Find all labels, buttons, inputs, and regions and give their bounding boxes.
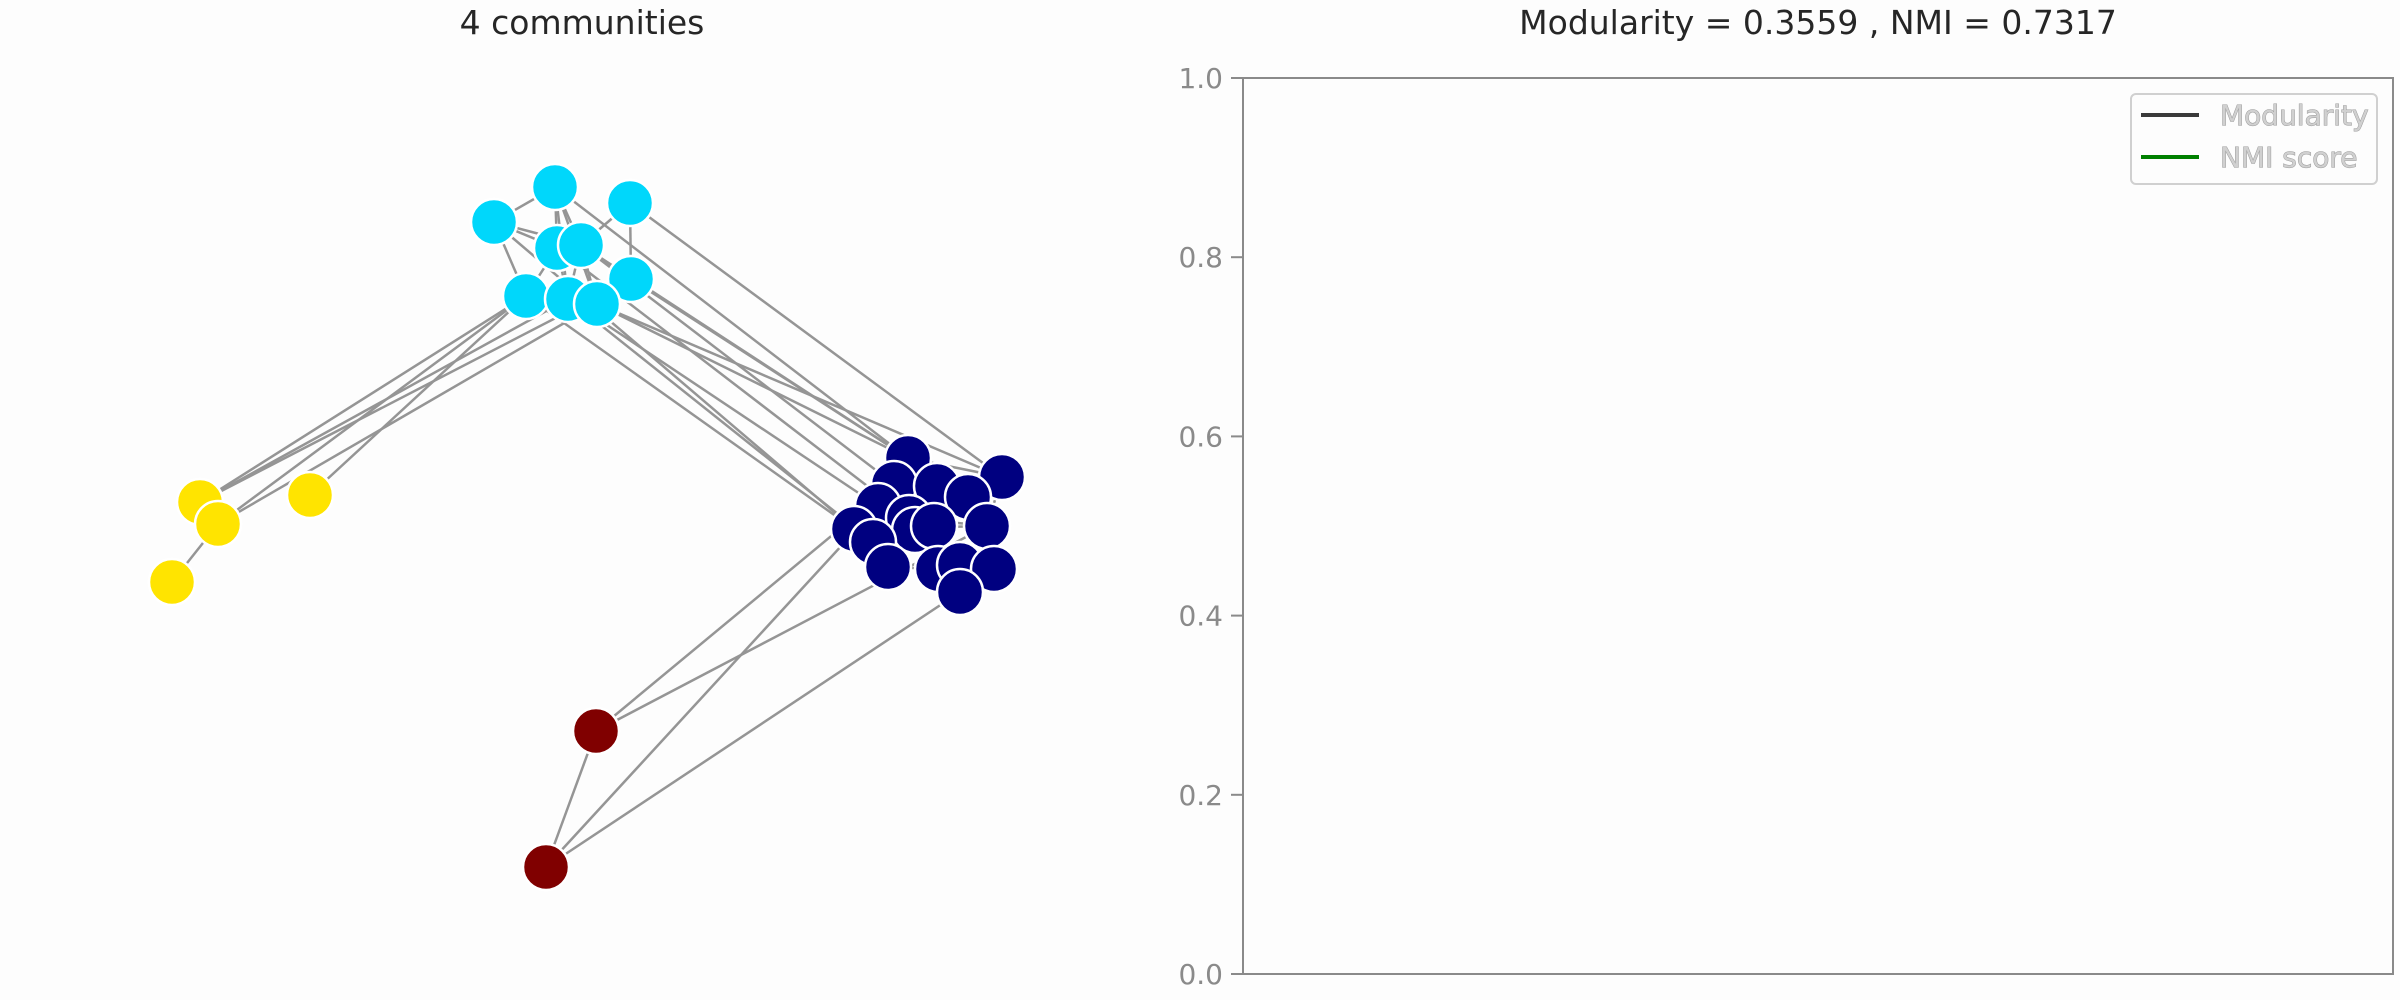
network-node — [521, 842, 571, 892]
network-panel: 4 communities — [147, 3, 1027, 892]
network-edge — [554, 186, 909, 459]
network-node — [863, 542, 913, 592]
line-chart-title: Modularity = 0.3559 , NMI = 0.7317 — [1519, 3, 2117, 42]
network-node — [556, 220, 606, 270]
network-nodes — [147, 162, 1027, 892]
network-node — [605, 178, 655, 228]
network-edge — [567, 297, 879, 508]
network-node — [530, 162, 580, 212]
network-node — [969, 544, 1019, 594]
y-tick-label: 1.0 — [1178, 62, 1223, 95]
network-node — [606, 254, 656, 304]
y-tick-label: 0.0 — [1178, 958, 1223, 991]
network-node — [571, 706, 621, 756]
network-edge — [596, 302, 909, 460]
network-node — [935, 567, 985, 617]
network-edge — [309, 295, 527, 496]
network-node — [147, 557, 197, 607]
y-tick-label: 0.8 — [1178, 241, 1223, 274]
network-edge — [217, 294, 527, 526]
y-tick-label: 0.6 — [1178, 420, 1223, 453]
legend-nmi-label: NMI score — [2220, 141, 2358, 174]
network-node — [572, 279, 622, 329]
legend: Modularity NMI score — [2130, 93, 2378, 185]
y-tick-label: 0.4 — [1178, 600, 1223, 633]
network-edge — [199, 294, 527, 504]
network-node — [962, 501, 1012, 551]
network-edge — [199, 297, 569, 504]
network-node — [285, 470, 335, 520]
y-tick-label: 0.2 — [1178, 779, 1223, 812]
y-axis-ticks: 0.0 0.2 0.4 0.6 0.8 1.0 — [1178, 62, 1243, 991]
network-title: 4 communities — [460, 3, 705, 42]
network-edge — [525, 294, 855, 531]
network-node — [193, 499, 243, 549]
plot-area-frame — [1242, 77, 2394, 975]
network-edge — [217, 302, 598, 526]
network-node — [909, 501, 959, 551]
network-edge — [629, 201, 1003, 479]
network-edge — [545, 590, 961, 869]
legend-modularity-label: Modularity — [2220, 99, 2369, 132]
network-node — [501, 271, 551, 321]
network-edge — [545, 505, 879, 868]
network-node — [469, 197, 519, 247]
line-chart-panel: Modularity = 0.3559 , NMI = 0.7317 0.00.… — [1178, 3, 2394, 991]
network-edge — [596, 302, 1003, 479]
network-edge — [567, 298, 874, 543]
